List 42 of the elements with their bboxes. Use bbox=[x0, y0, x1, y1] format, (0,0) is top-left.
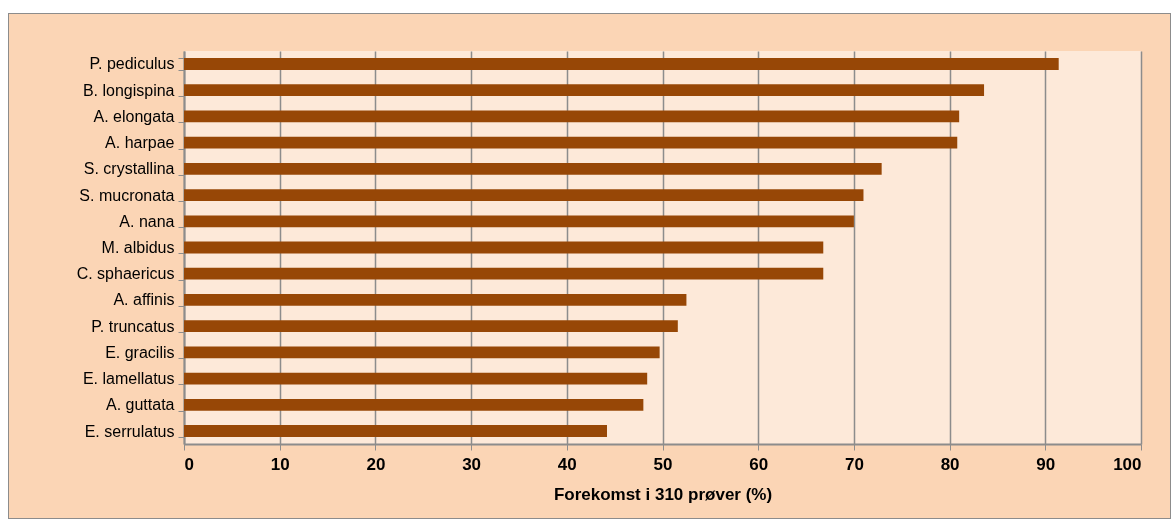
y-tick-label: A. elongata bbox=[93, 107, 175, 125]
y-tick-label: A. nana bbox=[119, 212, 175, 230]
x-tick-label: 80 bbox=[940, 454, 960, 474]
x-tick-label: 60 bbox=[749, 454, 769, 474]
y-tick-label: A. harpae bbox=[105, 134, 175, 152]
x-tick-label: 40 bbox=[557, 454, 577, 474]
bar bbox=[184, 136, 958, 149]
y-tick-label: P. truncatus bbox=[91, 317, 175, 335]
y-tick-label: M. albidus bbox=[101, 239, 175, 256]
y-tick-label: E. lamellatus bbox=[82, 370, 175, 388]
bar bbox=[184, 372, 648, 385]
x-tick-label: 90 bbox=[1036, 454, 1056, 474]
bar bbox=[184, 110, 960, 123]
x-tick-label: 30 bbox=[462, 454, 482, 474]
y-tick-label: S. mucronata bbox=[79, 186, 175, 204]
bar bbox=[184, 398, 644, 411]
x-tick-label: 10 bbox=[270, 454, 290, 474]
x-axis-title: Forekomst i 310 prøver (%) bbox=[553, 484, 773, 504]
y-tick-label: A. guttata bbox=[106, 396, 175, 414]
x-tick-label: 100 bbox=[1113, 454, 1142, 474]
y-tick-label: S. crystallina bbox=[83, 160, 175, 178]
y-tick-label: E. serrulatus bbox=[84, 422, 175, 440]
x-tick-label: 20 bbox=[366, 454, 386, 474]
x-tick-label: 70 bbox=[844, 454, 864, 474]
bar bbox=[184, 267, 824, 280]
y-tick-label: P. pediculus bbox=[89, 55, 175, 73]
bar bbox=[184, 58, 1059, 70]
bar bbox=[184, 425, 607, 437]
bar bbox=[184, 215, 854, 228]
bar bbox=[184, 189, 864, 201]
x-tick-label: 0 bbox=[184, 454, 194, 474]
y-tick-label: A. affinis bbox=[113, 291, 175, 309]
bar bbox=[184, 320, 678, 333]
bar bbox=[184, 346, 660, 359]
x-tick-label: 50 bbox=[653, 454, 673, 474]
bar bbox=[184, 241, 824, 254]
bar bbox=[184, 84, 985, 97]
y-tick-label: B. longispina bbox=[82, 81, 175, 99]
y-tick-label: C. sphaericus bbox=[76, 265, 175, 283]
bar bbox=[184, 162, 882, 175]
y-tick-label: E. gracilis bbox=[105, 343, 175, 361]
bar bbox=[184, 294, 687, 306]
